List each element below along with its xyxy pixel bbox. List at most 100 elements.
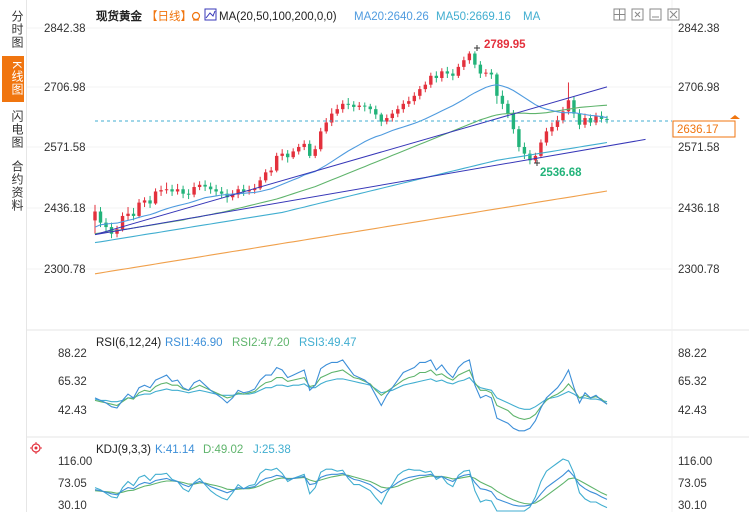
candle-up [247, 190, 251, 192]
candle-up [126, 213, 130, 216]
kdj-lines [94, 458, 608, 512]
grid-lines [27, 27, 672, 270]
ma100-line [94, 141, 608, 244]
candle-up [164, 189, 169, 191]
low-marker [534, 160, 540, 166]
candle-up [269, 170, 273, 173]
price-tick-left: 2300.78 [44, 264, 86, 276]
candle-down [170, 189, 174, 192]
period-label[interactable]: 【日线】 [146, 9, 192, 23]
rsi2-value: RSI2:47.20 [232, 337, 290, 349]
ma200-line [94, 190, 608, 275]
candle-down [203, 184, 207, 187]
current-price-box [672, 120, 736, 138]
candle-up [341, 103, 345, 110]
high-marker [474, 45, 480, 51]
candle-up [175, 189, 180, 192]
rsi-tick-right: 88.22 [678, 348, 707, 360]
candle-up [153, 191, 158, 204]
candle-down [379, 114, 383, 122]
candle-down [572, 100, 576, 114]
candle-down [98, 211, 103, 223]
instrument-name: 现货黄金 [96, 9, 142, 23]
price-tick-left: 2706.98 [44, 82, 86, 94]
trendline-2 [94, 138, 646, 236]
candle-up [583, 118, 587, 125]
kdj-d-line [94, 474, 608, 505]
candle-up [236, 189, 240, 195]
candle-up [390, 113, 394, 119]
candle-up [230, 194, 235, 198]
kdj-tick-left: 116.00 [58, 456, 92, 468]
kdj-j-line [94, 458, 608, 512]
kdj-tick-left: 73.05 [58, 478, 87, 490]
candle-up [115, 229, 119, 234]
price-tick-left: 2842.38 [44, 23, 86, 35]
candle-down [219, 191, 224, 194]
trend-lines [94, 86, 646, 236]
candle-down [599, 115, 604, 119]
close-icon[interactable] [667, 8, 680, 21]
price-tick-right: 2842.38 [678, 23, 720, 35]
ma-indicator-icon[interactable] [204, 8, 217, 21]
candle-down [352, 104, 356, 107]
candle-down [346, 103, 350, 105]
kdj-tick-right: 73.05 [678, 478, 707, 490]
candle-up [280, 153, 284, 156]
trendline-1 [94, 86, 608, 236]
tab-contract-info[interactable]: 合约资料 [10, 160, 24, 212]
candle-down [478, 64, 483, 74]
candle-down [511, 113, 516, 130]
candle-down [528, 153, 532, 161]
candle-up [263, 172, 268, 181]
candle-down [451, 73, 455, 76]
candle-down [434, 75, 439, 79]
settings-icon[interactable] [30, 442, 42, 454]
tab-flash[interactable]: 闪电图 [10, 109, 24, 149]
rsi-tick-right: 42.43 [678, 405, 707, 417]
rsi2-line [94, 369, 608, 420]
candle-down [214, 189, 218, 192]
tab-intraday[interactable]: 分时图 [10, 9, 24, 49]
candle-up [418, 89, 422, 96]
candle-down [186, 193, 191, 195]
side-divider [26, 0, 27, 512]
rsi-tick-right: 65.32 [678, 376, 707, 388]
kdj-tick-left: 30.10 [58, 500, 87, 512]
ma-params: MA(20,50,100,200,0,0) [219, 11, 337, 23]
candle-up [555, 120, 560, 127]
candle-up [319, 131, 323, 150]
minimize-icon[interactable] [649, 8, 662, 21]
candle-up [396, 109, 400, 114]
candle-up [484, 72, 488, 74]
kdj-tick-right: 30.10 [678, 500, 707, 512]
ma20-value: MA20:2640.26 [354, 11, 429, 23]
candle-up [197, 184, 202, 188]
kdj-title: KDJ(9,3,3) [96, 444, 151, 456]
crosshair-icon[interactable] [613, 8, 626, 21]
candle-up [385, 118, 389, 122]
candle-up [142, 200, 147, 203]
candle-up [401, 103, 406, 110]
candle-down [104, 222, 108, 228]
tab-kline[interactable]: K线图 [2, 56, 24, 102]
price-tick-left: 2571.58 [44, 142, 86, 154]
grid-icon[interactable] [631, 8, 644, 21]
price-tick-right: 2300.78 [678, 264, 720, 276]
candle-down [109, 227, 114, 234]
candle-up [423, 84, 428, 90]
kdj-k-line [94, 469, 608, 507]
price-tick-right: 2436.18 [678, 203, 720, 215]
candle-down [500, 95, 505, 104]
candle-down [208, 186, 213, 190]
kdj-k-value: K:41.14 [155, 444, 195, 456]
candle-down [241, 189, 246, 192]
low-label: 2536.68 [540, 167, 582, 179]
candle-down [374, 109, 378, 115]
kdj-j-value: J:25.38 [253, 444, 291, 456]
refresh-icon[interactable] [191, 11, 201, 21]
candle-up [274, 155, 279, 171]
candle-up [93, 211, 97, 221]
moving-average-lines [94, 84, 608, 275]
